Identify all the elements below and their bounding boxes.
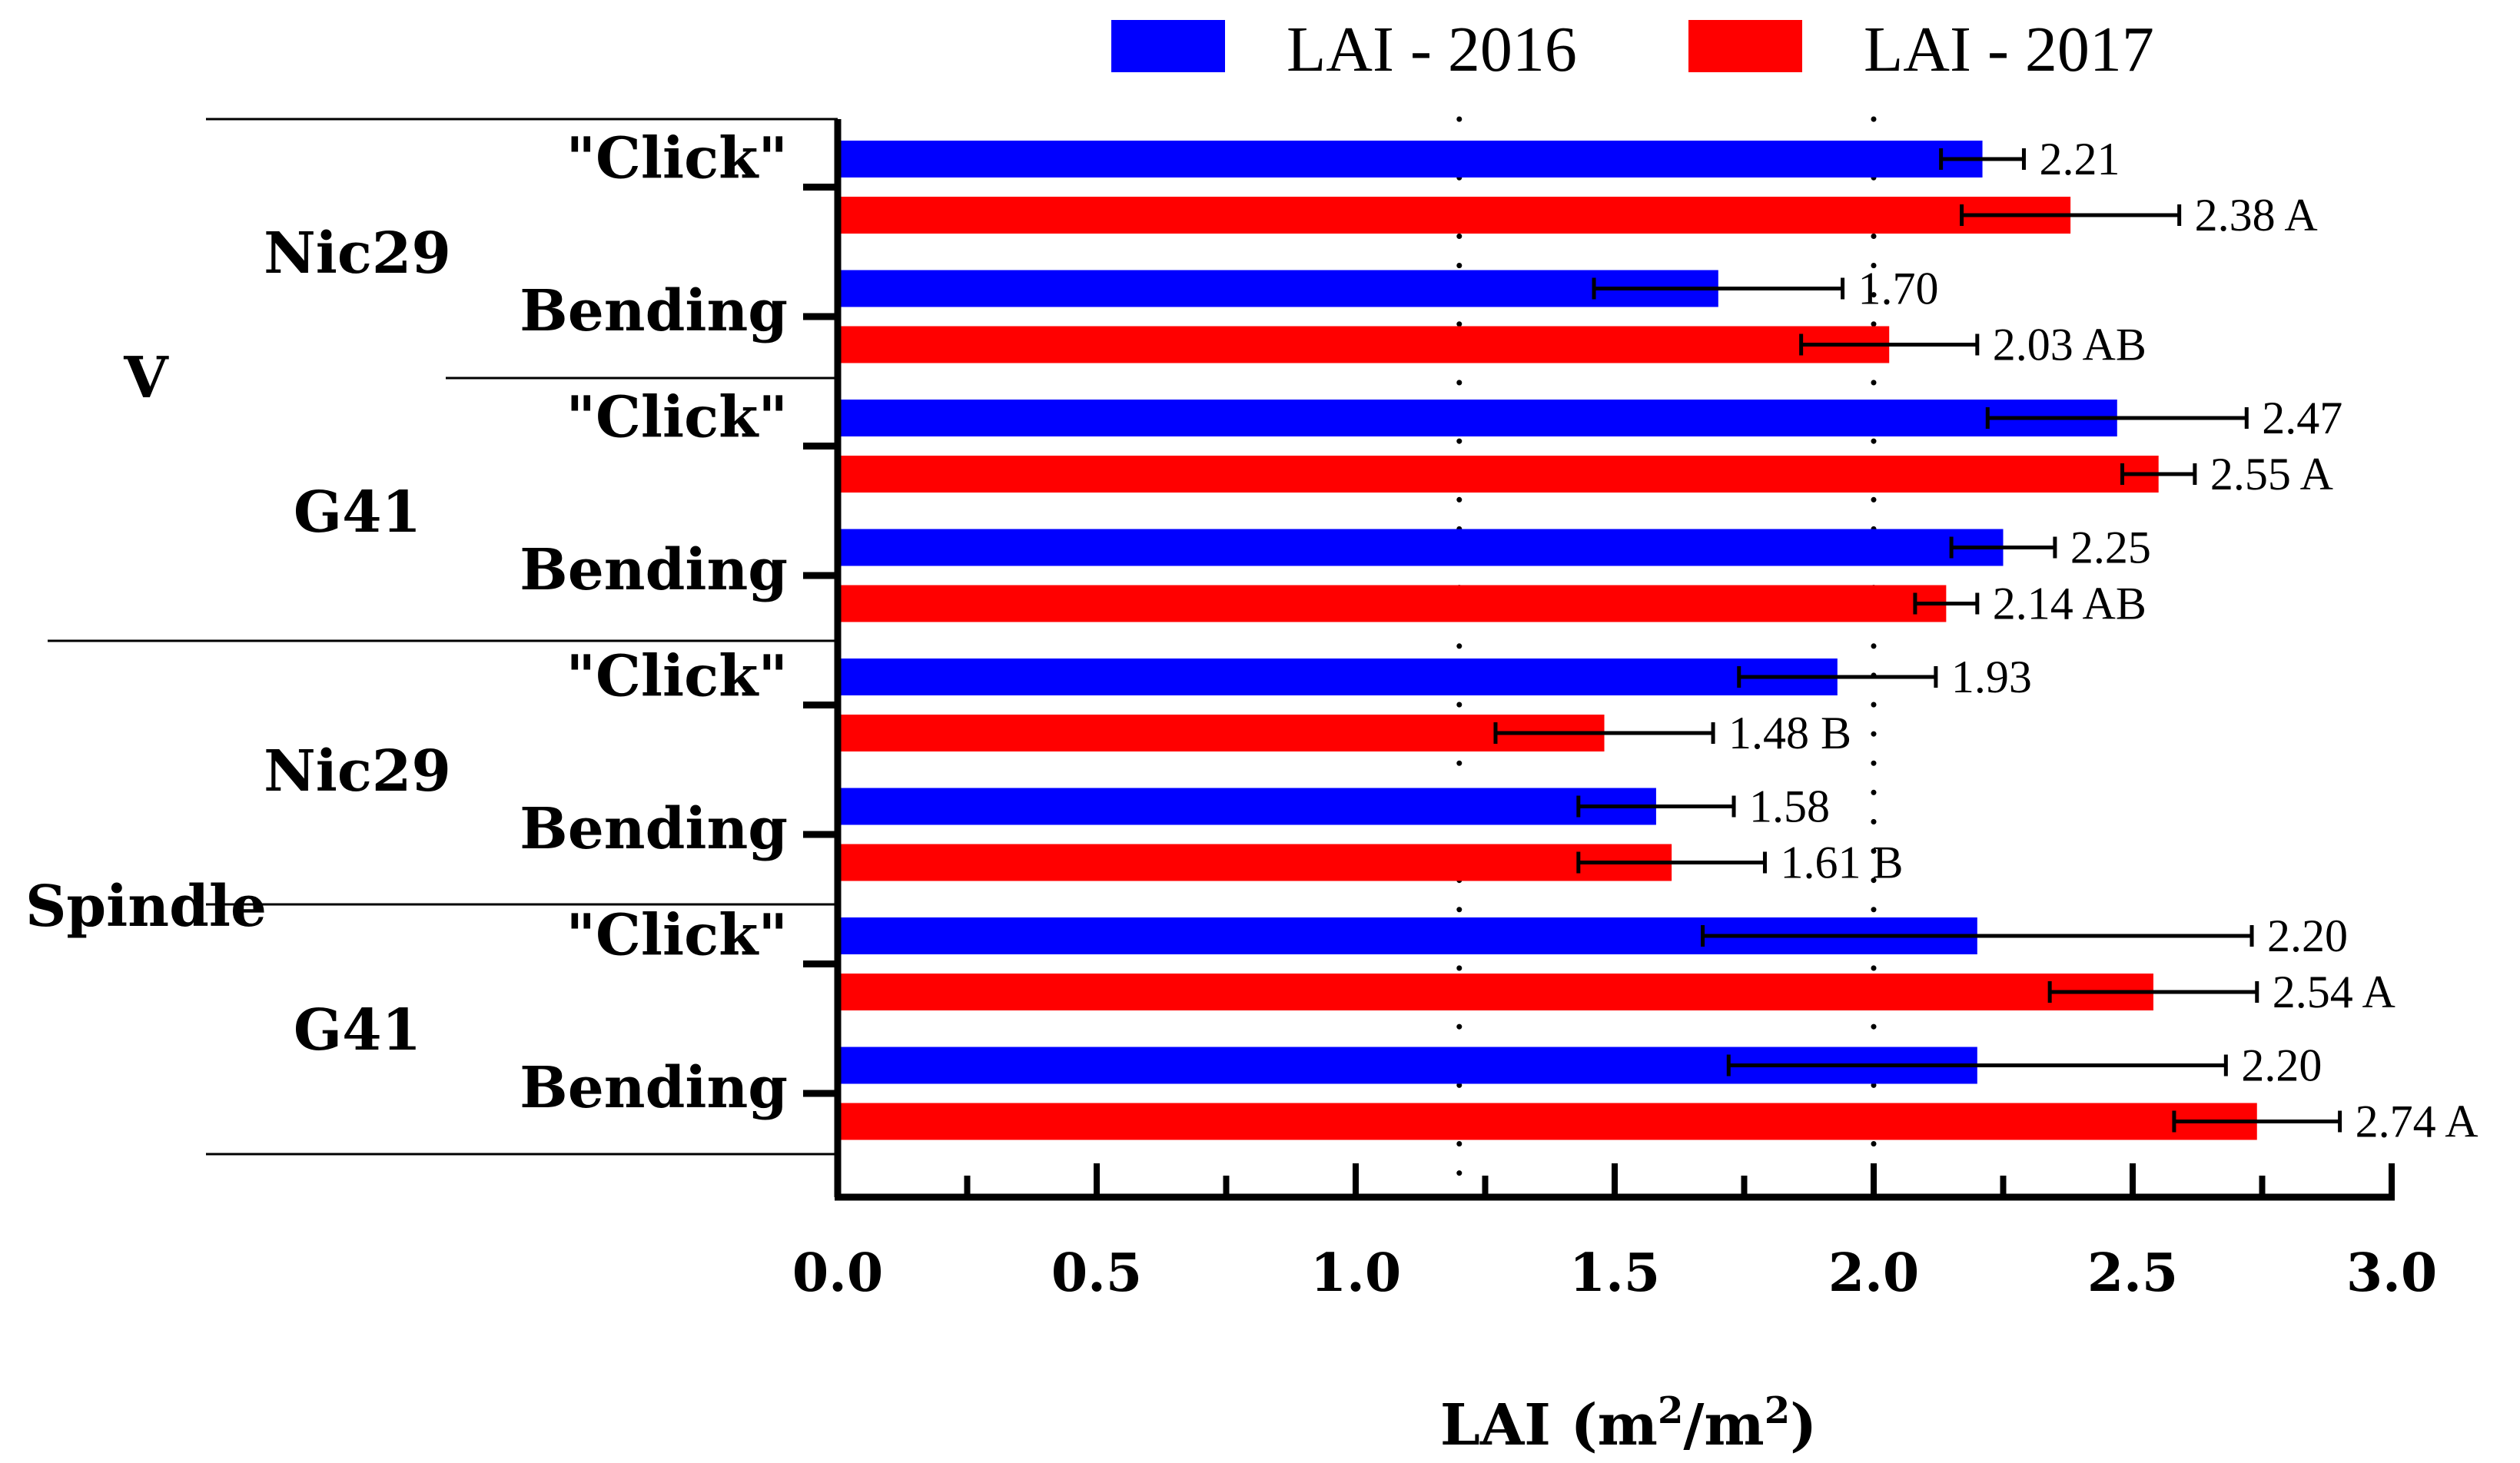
data-label-2-2017: 2.03 AB <box>1993 320 2146 370</box>
error-bar-5-2017 <box>1493 722 1715 744</box>
bar-4-2016 <box>838 529 2004 566</box>
error-bars <box>1493 148 2342 1133</box>
data-label-8-2016: 2.20 <box>2241 1040 2322 1091</box>
error-bar-4-2017 <box>1913 592 1980 615</box>
bar-2-2017 <box>838 326 1890 363</box>
legend-swatch-2 <box>1688 20 1802 72</box>
error-bar-8-2016 <box>1726 1054 2228 1077</box>
category-label: "Click" <box>566 126 788 192</box>
legend-label-2: LAI - 2017 <box>1864 14 2154 85</box>
bar-3-2017 <box>838 456 2159 493</box>
data-label-7-2016: 2.20 <box>2267 911 2348 961</box>
error-bar-1-2016 <box>1939 148 2026 170</box>
bar-5-2017 <box>838 715 1605 751</box>
data-label-4-2016: 2.25 <box>2070 522 2151 573</box>
x-tick-label: 1.5 <box>1569 1242 1660 1304</box>
data-label-3-2017: 2.55 A <box>2210 449 2333 499</box>
category-label: Bending <box>520 796 788 862</box>
error-bar-6-2017 <box>1576 851 1767 874</box>
bar-3-2016 <box>838 400 2117 436</box>
legend: LAI - 2016 LAI - 2017 <box>1111 14 2154 85</box>
system-label: V <box>123 345 169 411</box>
data-label-1-2016: 2.21 <box>2039 134 2120 184</box>
data-label-8-2017: 2.74 A <box>2356 1096 2478 1147</box>
rootstock-label: Nic29 <box>264 738 451 804</box>
error-bar-6-2016 <box>1576 795 1736 818</box>
axes <box>48 118 2395 1201</box>
x-tick-label: 3.0 <box>2346 1242 2437 1304</box>
rootstock-label: Nic29 <box>264 221 451 287</box>
category-label: "Click" <box>566 903 788 969</box>
category-label: Bending <box>520 1055 788 1121</box>
category-label: Bending <box>520 278 788 344</box>
category-label: "Click" <box>566 644 788 710</box>
legend-label-1: LAI - 2016 <box>1287 14 1577 85</box>
x-axis-labels: 0.0 0.5 1.0 1.5 2.0 2.5 3.0 <box>792 1242 2437 1304</box>
x-tick-label: 1.0 <box>1310 1242 1401 1304</box>
error-bar-7-2017 <box>2047 981 2259 1003</box>
bar-1-2017 <box>838 197 2071 234</box>
error-bar-1-2017 <box>1960 204 2182 226</box>
data-label-1-2017: 2.38 A <box>2195 190 2318 241</box>
data-label-2-2016: 1.70 <box>1858 264 1939 314</box>
x-axis-title: LAI (m2/m2) <box>1440 1389 1817 1458</box>
data-label-5-2017: 1.48 B <box>1728 708 1851 758</box>
x-tick-label: 2.5 <box>2087 1242 2178 1304</box>
category-label: Bending <box>520 537 788 603</box>
bar-7-2017 <box>838 974 2153 1010</box>
bar-6-2016 <box>838 788 1656 825</box>
data-label-4-2017: 2.14 AB <box>1993 579 2146 629</box>
error-bar-4-2016 <box>1949 536 2057 559</box>
rootstock-label: G41 <box>294 997 421 1063</box>
y-axis-labels: "Click" Bending "Click" Bending "Click" Bendi… <box>25 126 788 1122</box>
error-bar-3-2016 <box>1985 407 2249 429</box>
data-label-6-2017: 1.61 B <box>1780 838 1903 888</box>
bar-4-2017 <box>838 585 1947 622</box>
bars <box>838 141 2257 1140</box>
data-label-7-2017: 2.54 A <box>2273 967 2395 1017</box>
rootstock-label: G41 <box>294 479 421 546</box>
error-bar-2-2017 <box>1799 333 1980 356</box>
bar-5-2016 <box>838 659 1838 695</box>
data-label-3-2016: 2.47 <box>2262 393 2342 443</box>
bar-8-2017 <box>838 1103 2257 1140</box>
x-tick-label: 0.5 <box>1051 1242 1142 1304</box>
category-label: "Click" <box>566 385 788 451</box>
bar-1-2016 <box>838 141 1983 177</box>
error-bar-5-2016 <box>1737 666 1938 688</box>
error-bar-3-2017 <box>2120 463 2197 485</box>
system-label: Spindle <box>25 874 267 940</box>
error-bar-7-2016 <box>1701 925 2254 947</box>
data-labels: 2.21 2.38 A 1.70 2.03 AB 2.47 2.55 A 2.25 2.14 … <box>1728 134 2478 1147</box>
error-bar-8-2017 <box>2172 1110 2342 1133</box>
bar-2-2016 <box>838 270 1718 307</box>
x-tick-label: 0.0 <box>792 1242 883 1304</box>
bar-6-2017 <box>838 844 1672 881</box>
data-label-5-2016: 1.93 <box>1951 652 2032 702</box>
legend-swatch-1 <box>1111 20 1225 72</box>
x-tick-label: 2.0 <box>1828 1242 1919 1304</box>
data-label-6-2016: 1.58 <box>1749 781 1830 832</box>
error-bar-2-2016 <box>1592 277 1845 300</box>
